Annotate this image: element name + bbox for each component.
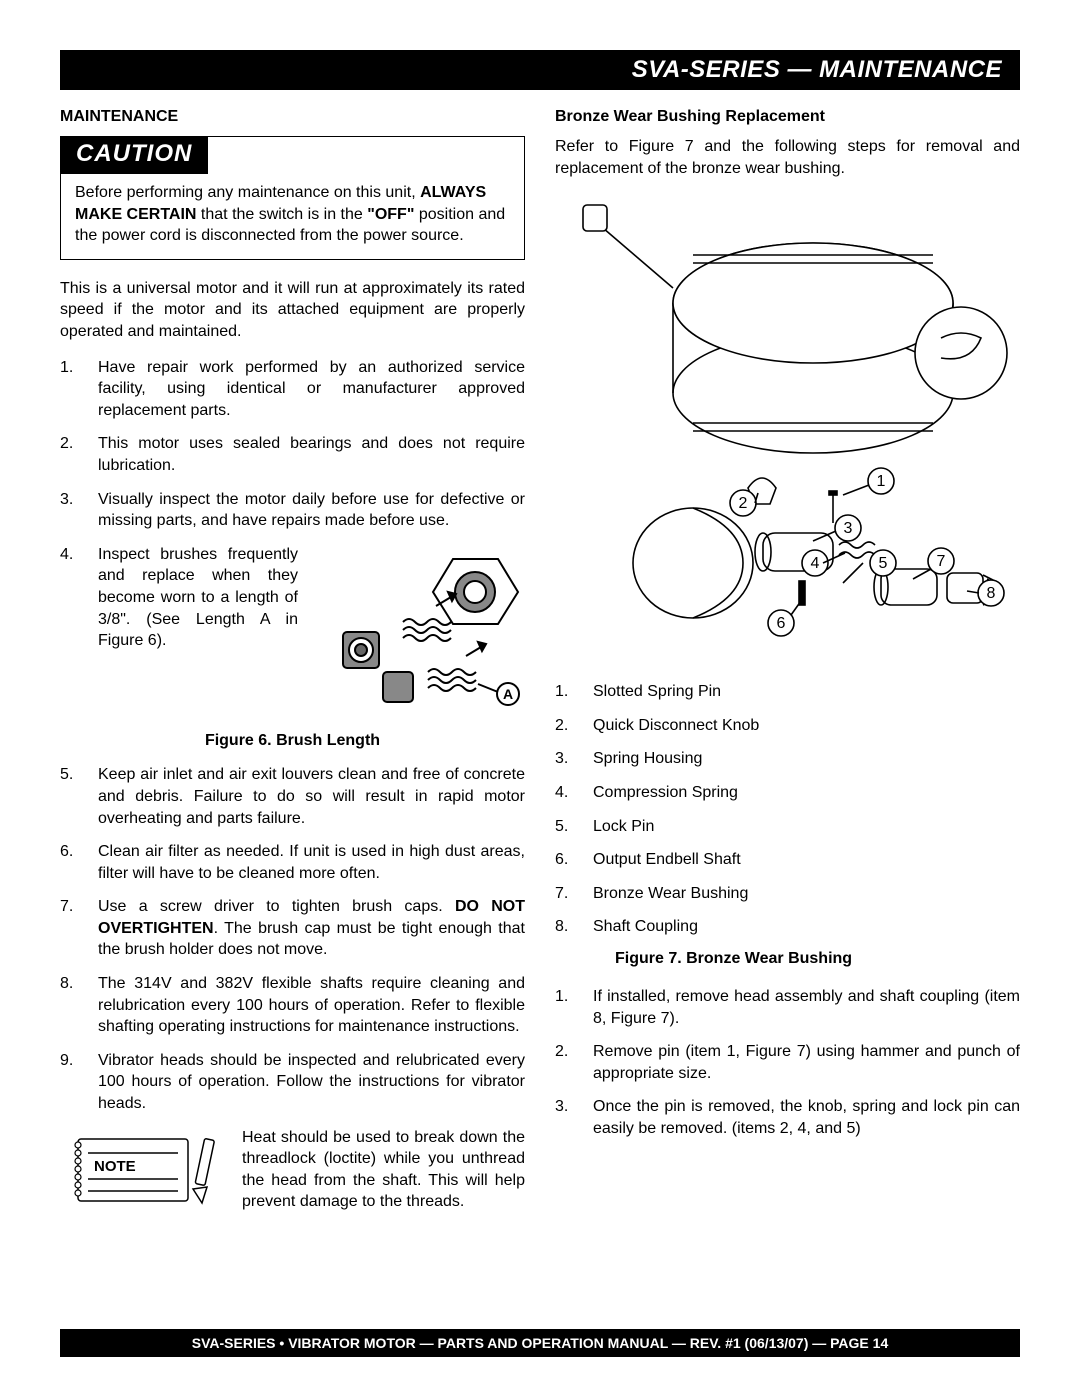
list-item: This motor uses sealed bearings and does… [60,433,525,476]
list-item: Shaft Coupling [555,916,1020,938]
footer-text: SVA-SERIES • VIBRATOR MOTOR — PARTS AND … [192,1335,888,1351]
bushing-intro: Refer to Figure 7 and the following step… [555,136,1020,179]
note-block: NOTE Heat should be used to break down t… [60,1127,525,1216]
list-item: The 314V and 382V flexible shafts requir… [60,973,525,1038]
list-item: Slotted Spring Pin [555,681,1020,703]
callout-4: 4 [810,555,819,572]
brush-length-icon: A [308,544,538,714]
caution-text-pre: Before performing any maintenance on thi… [75,184,420,201]
two-column-layout: MAINTENANCE CAUTION Before performing an… [60,108,1020,1216]
list-item: Clean air filter as needed. If unit is u… [60,841,525,884]
maintenance-list: Have repair work performed by an authori… [60,357,525,721]
figure-7-diagram: 1 2 3 4 5 6 7 8 [555,193,1020,673]
list-item: Spring Housing [555,748,1020,770]
callout-1: 1 [876,473,885,490]
callout-5: 5 [878,555,887,572]
item7-pre: Use a screw driver to tighten brush caps… [98,898,455,915]
right-column: Bronze Wear Bushing Replacement Refer to… [555,108,1020,1216]
caution-label: CAUTION [60,136,208,174]
left-column: MAINTENANCE CAUTION Before performing an… [60,108,525,1216]
caution-body: Before performing any maintenance on thi… [61,174,524,259]
figure-6-caption: Figure 6. Brush Length [60,732,525,750]
callout-3: 3 [843,520,852,537]
replacement-steps: If installed, remove head assembly and s… [555,986,1020,1140]
list-item: Bronze Wear Bushing [555,883,1020,905]
page-footer-bar: SVA-SERIES • VIBRATOR MOTOR — PARTS AND … [60,1329,1020,1357]
page-header-title: SVA-SERIES — MAINTENANCE [632,56,1002,84]
list-item: Visually inspect the motor daily before … [60,489,525,532]
list-item: Have repair work performed by an authori… [60,357,525,422]
page-header-bar: SVA-SERIES — MAINTENANCE [60,50,1020,90]
callout-6: 6 [776,615,785,632]
list-item: Once the pin is removed, the knob, sprin… [555,1096,1020,1139]
list-item: Output Endbell Shaft [555,849,1020,871]
callout-8: 8 [986,585,995,602]
list-item: Keep air inlet and air exit louvers clea… [60,764,525,829]
list-item: Vibrator heads should be inspected and r… [60,1050,525,1115]
parts-legend: Slotted Spring Pin Quick Disconnect Knob… [555,681,1020,938]
figure-6-brush-length: A [308,544,538,721]
list-item: Use a screw driver to tighten brush caps… [60,896,525,961]
list-item: Quick Disconnect Knob [555,715,1020,737]
maintenance-list-cont: Keep air inlet and air exit louvers clea… [60,764,525,1114]
list-item: Lock Pin [555,816,1020,838]
caution-bold-2: "OFF" [367,206,414,223]
figure-7-caption: Figure 7. Bronze Wear Bushing [555,950,1020,968]
maintenance-heading: MAINTENANCE [60,108,525,126]
list-item-4-text: Inspect brushes frequently and replace w… [98,544,298,652]
note-label: NOTE [94,1158,136,1175]
list-item: Compression Spring [555,782,1020,804]
list-item: If installed, remove head assembly and s… [555,986,1020,1029]
list-item: Remove pin (item 1, Figure 7) using hamm… [555,1041,1020,1084]
list-item: Inspect brushes frequently and replace w… [60,544,525,721]
figure-6-label-a: A [503,686,513,702]
bushing-heading: Bronze Wear Bushing Replacement [555,108,1020,126]
caution-box: CAUTION Before performing any maintenanc… [60,136,525,260]
caution-text-mid: that the switch is in the [196,206,367,223]
note-text: Heat should be used to break down the th… [242,1127,525,1213]
intro-paragraph: This is a universal motor and it will ru… [60,278,525,343]
notepad-icon: NOTE [60,1131,230,1216]
callout-7: 7 [936,553,945,570]
callout-2: 2 [738,495,747,512]
